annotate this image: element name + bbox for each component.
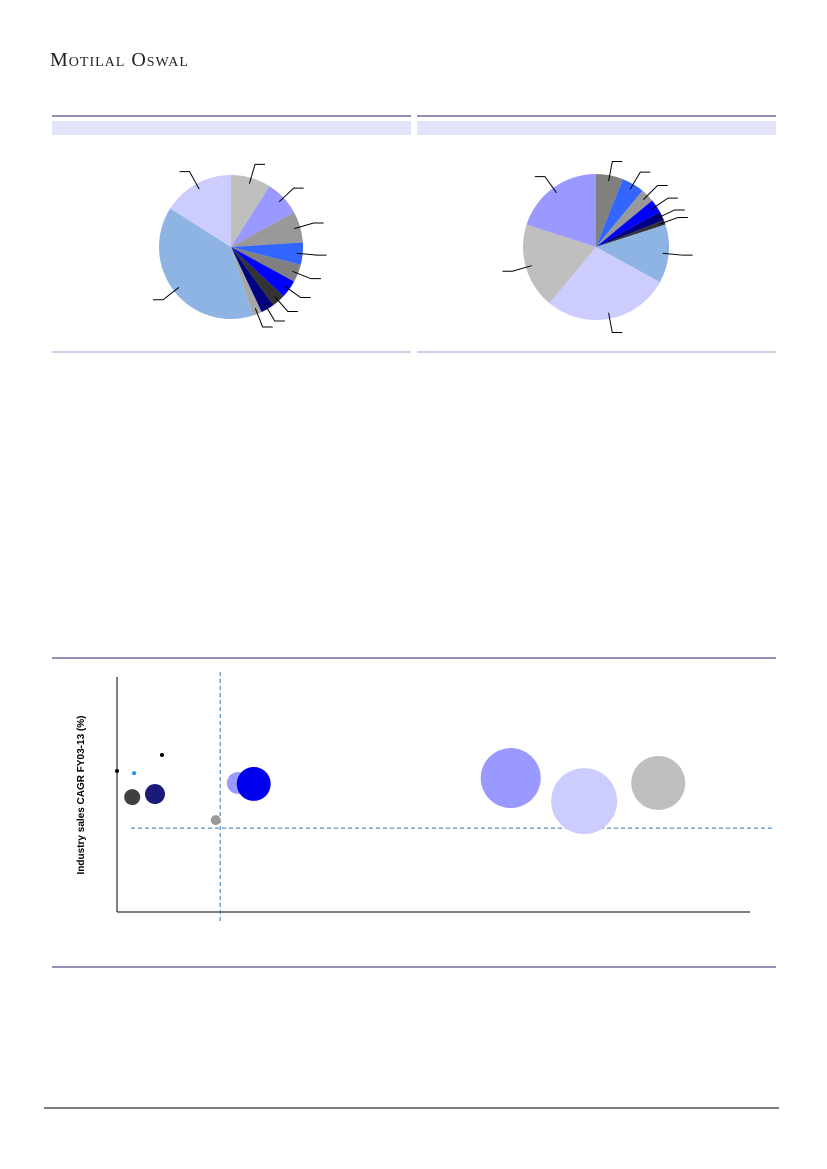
pie-slice <box>231 175 270 247</box>
brand: Motilal Oswal <box>50 49 189 71</box>
leader-line <box>296 252 327 256</box>
panel-header <box>52 121 411 135</box>
bubble <box>115 769 119 773</box>
panel-header <box>417 121 776 135</box>
pie-slice <box>231 247 284 306</box>
bubble <box>144 784 165 805</box>
y-axis-label: Industry sales CAGR FY03-13 (%) <box>76 716 87 875</box>
pie-slice <box>526 174 596 247</box>
leader-line <box>656 209 685 219</box>
leader-line <box>278 187 304 203</box>
pie-slice <box>596 190 653 247</box>
pie-slice <box>596 220 666 247</box>
leader-line <box>274 296 298 313</box>
leader-line <box>651 197 678 210</box>
leader-line <box>608 161 623 182</box>
leader-line <box>608 312 623 333</box>
pie-slice <box>596 224 669 283</box>
leader-line <box>292 270 321 280</box>
leader-line <box>502 265 532 272</box>
bubble <box>132 771 137 776</box>
pie-slice <box>231 242 303 265</box>
leader-line <box>284 285 311 299</box>
pie-slice <box>596 174 623 247</box>
pie-slice <box>231 247 274 313</box>
bubble <box>124 789 141 806</box>
pie-slice <box>596 211 664 247</box>
leader-line <box>248 163 265 184</box>
leader-line <box>629 171 651 190</box>
pie-slice <box>523 224 596 304</box>
pie-slice <box>158 208 254 320</box>
leader-line <box>658 217 688 225</box>
bubble <box>551 768 618 835</box>
pie-slice <box>170 175 231 247</box>
charts: Industry sales CAGR FY03-13 (%) <box>76 161 772 924</box>
pie-slice <box>231 247 262 316</box>
pie-slice <box>549 247 660 320</box>
leader-line <box>534 176 558 194</box>
bubble <box>159 753 164 758</box>
bubble <box>236 766 271 801</box>
bubble <box>480 748 541 809</box>
leader-line <box>264 303 285 322</box>
bubble <box>210 815 221 826</box>
pie-slice <box>231 247 295 297</box>
leader-line <box>643 184 668 200</box>
leader-line <box>254 308 273 328</box>
pie-slice <box>231 247 301 282</box>
leader-line <box>662 252 693 256</box>
pie-slice <box>596 179 643 247</box>
bubble <box>631 755 686 810</box>
leader-line <box>294 222 324 230</box>
pie-slice <box>231 212 303 247</box>
pie-slice <box>231 186 295 247</box>
leader-line <box>179 171 200 190</box>
pie-slice <box>596 200 660 247</box>
leader-line <box>153 287 180 301</box>
